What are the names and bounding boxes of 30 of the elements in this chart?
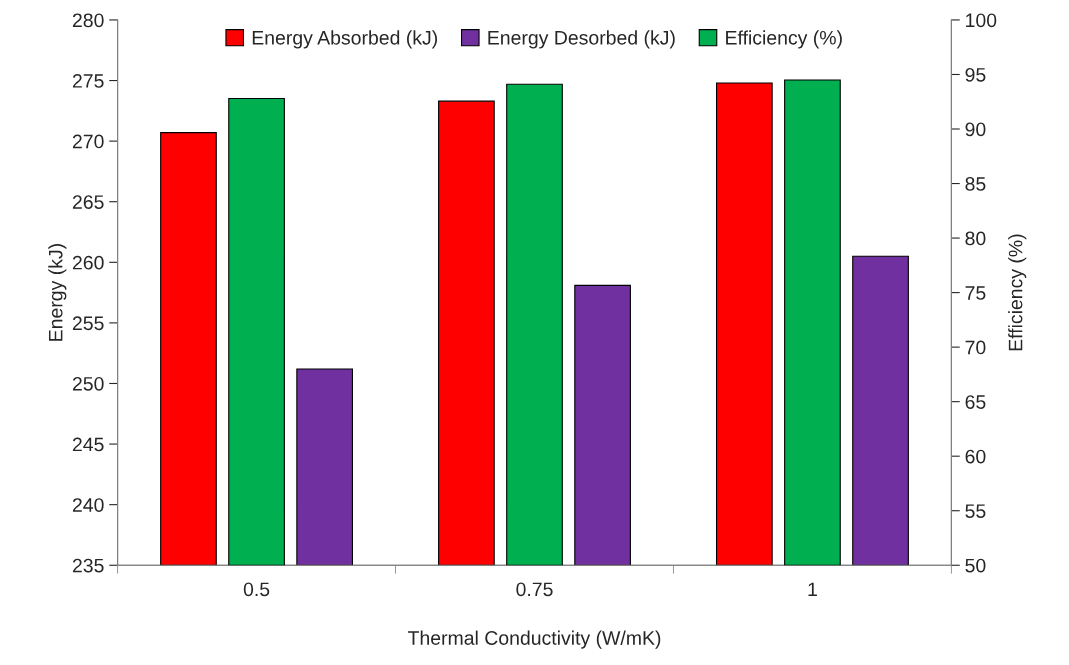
y-tick-label: 280 (72, 13, 104, 28)
y-tick-label: 265 (72, 195, 104, 209)
y-tick-label: 260 (72, 255, 104, 270)
y-axis-title: Energy (kJ) (48, 244, 67, 341)
x-tick-label: 0.5 (243, 582, 270, 597)
x-tick-label: 0.75 (516, 582, 553, 597)
y-tick-label: 275 (72, 74, 104, 88)
y2-tick-label: 55 (965, 504, 986, 518)
x-tick-label: 1 (808, 582, 817, 597)
y-tick-label: 245 (72, 437, 104, 452)
y2-tick-label: 60 (965, 449, 986, 464)
y2-tick-label: 95 (965, 67, 986, 82)
legend-label: Efficiency (%) (726, 30, 842, 49)
y2-tick-label: 70 (965, 340, 986, 355)
legend-label: Energy Desorbed (kJ) (488, 30, 675, 49)
y2-tick-label: 90 (965, 122, 986, 137)
y-tick-label: 235 (72, 558, 104, 573)
legend-label: Energy Absorbed (kJ) (252, 30, 438, 49)
y-tick-label: 250 (72, 376, 104, 391)
y-tick-label: 270 (72, 134, 104, 149)
y2-tick-label: 80 (965, 231, 986, 246)
y2-tick-label: 100 (966, 13, 997, 28)
y2-tick-label: 85 (965, 177, 986, 191)
y2-tick-label: 75 (965, 286, 986, 300)
y-tick-label: 255 (72, 316, 104, 331)
y2-tick-label: 65 (965, 395, 986, 409)
y-tick-label: 240 (72, 498, 104, 512)
y2-axis-title: Efficiency (%) (1008, 234, 1027, 351)
x-axis-title: Thermal Conductivity (W/mK) (407, 630, 661, 649)
y2-tick-label: 50 (965, 558, 986, 573)
